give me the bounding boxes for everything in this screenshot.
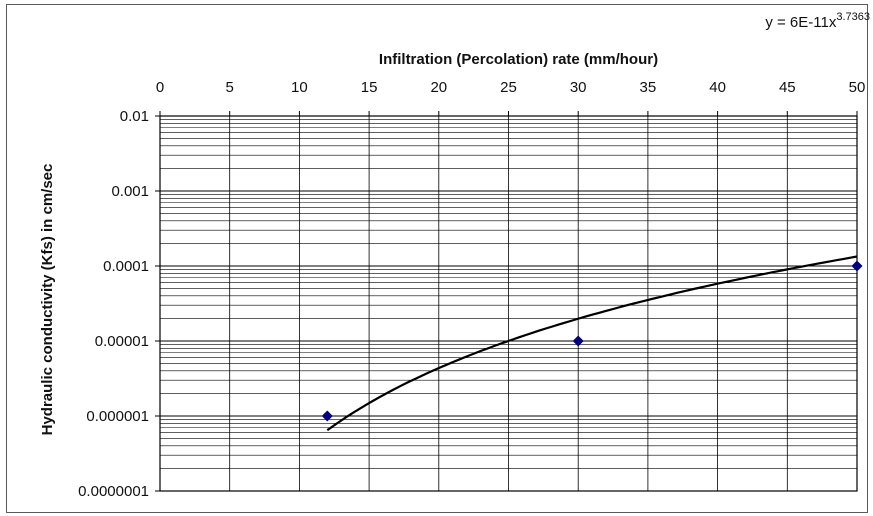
x-tick-label: 0: [156, 79, 164, 96]
x-tick-label: 10: [291, 79, 308, 96]
data-point-diamond: [321, 410, 333, 422]
grid: [159, 116, 858, 492]
x-tick-label: 5: [226, 79, 234, 96]
data-point-diamond: [851, 260, 863, 272]
x-tick-label: 15: [361, 79, 378, 96]
y-tick-label: 0.00001: [95, 333, 149, 350]
y-tick-label: 0.000001: [86, 408, 149, 425]
x-tick-label: 35: [640, 79, 657, 96]
y-tick-label: 0.0000001: [78, 483, 149, 500]
trendline-equation: y = 6E-11x3.7363: [765, 11, 870, 31]
equation-base: y = 6E-11x: [765, 14, 837, 31]
trendline: [326, 255, 858, 432]
x-tick-label: 40: [709, 79, 726, 96]
y-axis-ticks: 0.0000001 0.000001 0.00001 0.0001 0.001 0.01: [78, 108, 160, 500]
x-tick-label: 30: [570, 79, 587, 96]
equation-exponent: 3.7363: [836, 11, 870, 23]
x-axis-title: Infiltration (Percolation) rate (mm/hour…: [379, 51, 658, 68]
y-axis-title: Hydraulic conductivity (Kfs) in cm/sec: [39, 164, 56, 436]
y-tick-label: 0.0001: [103, 258, 149, 275]
x-tick-label: 25: [500, 79, 517, 96]
x-axis-ticks: 0 5 10 15 20 25 30 35 40 45 50: [156, 79, 866, 116]
chart-frame: [6, 4, 868, 513]
y-tick-label: 0.01: [120, 108, 149, 125]
x-tick-label: 50: [849, 79, 866, 96]
data-point-diamond: [572, 335, 584, 347]
data-points: [321, 260, 863, 422]
x-tick-label: 45: [779, 79, 796, 96]
x-tick-label: 20: [430, 79, 447, 96]
y-tick-label: 0.001: [111, 183, 149, 200]
